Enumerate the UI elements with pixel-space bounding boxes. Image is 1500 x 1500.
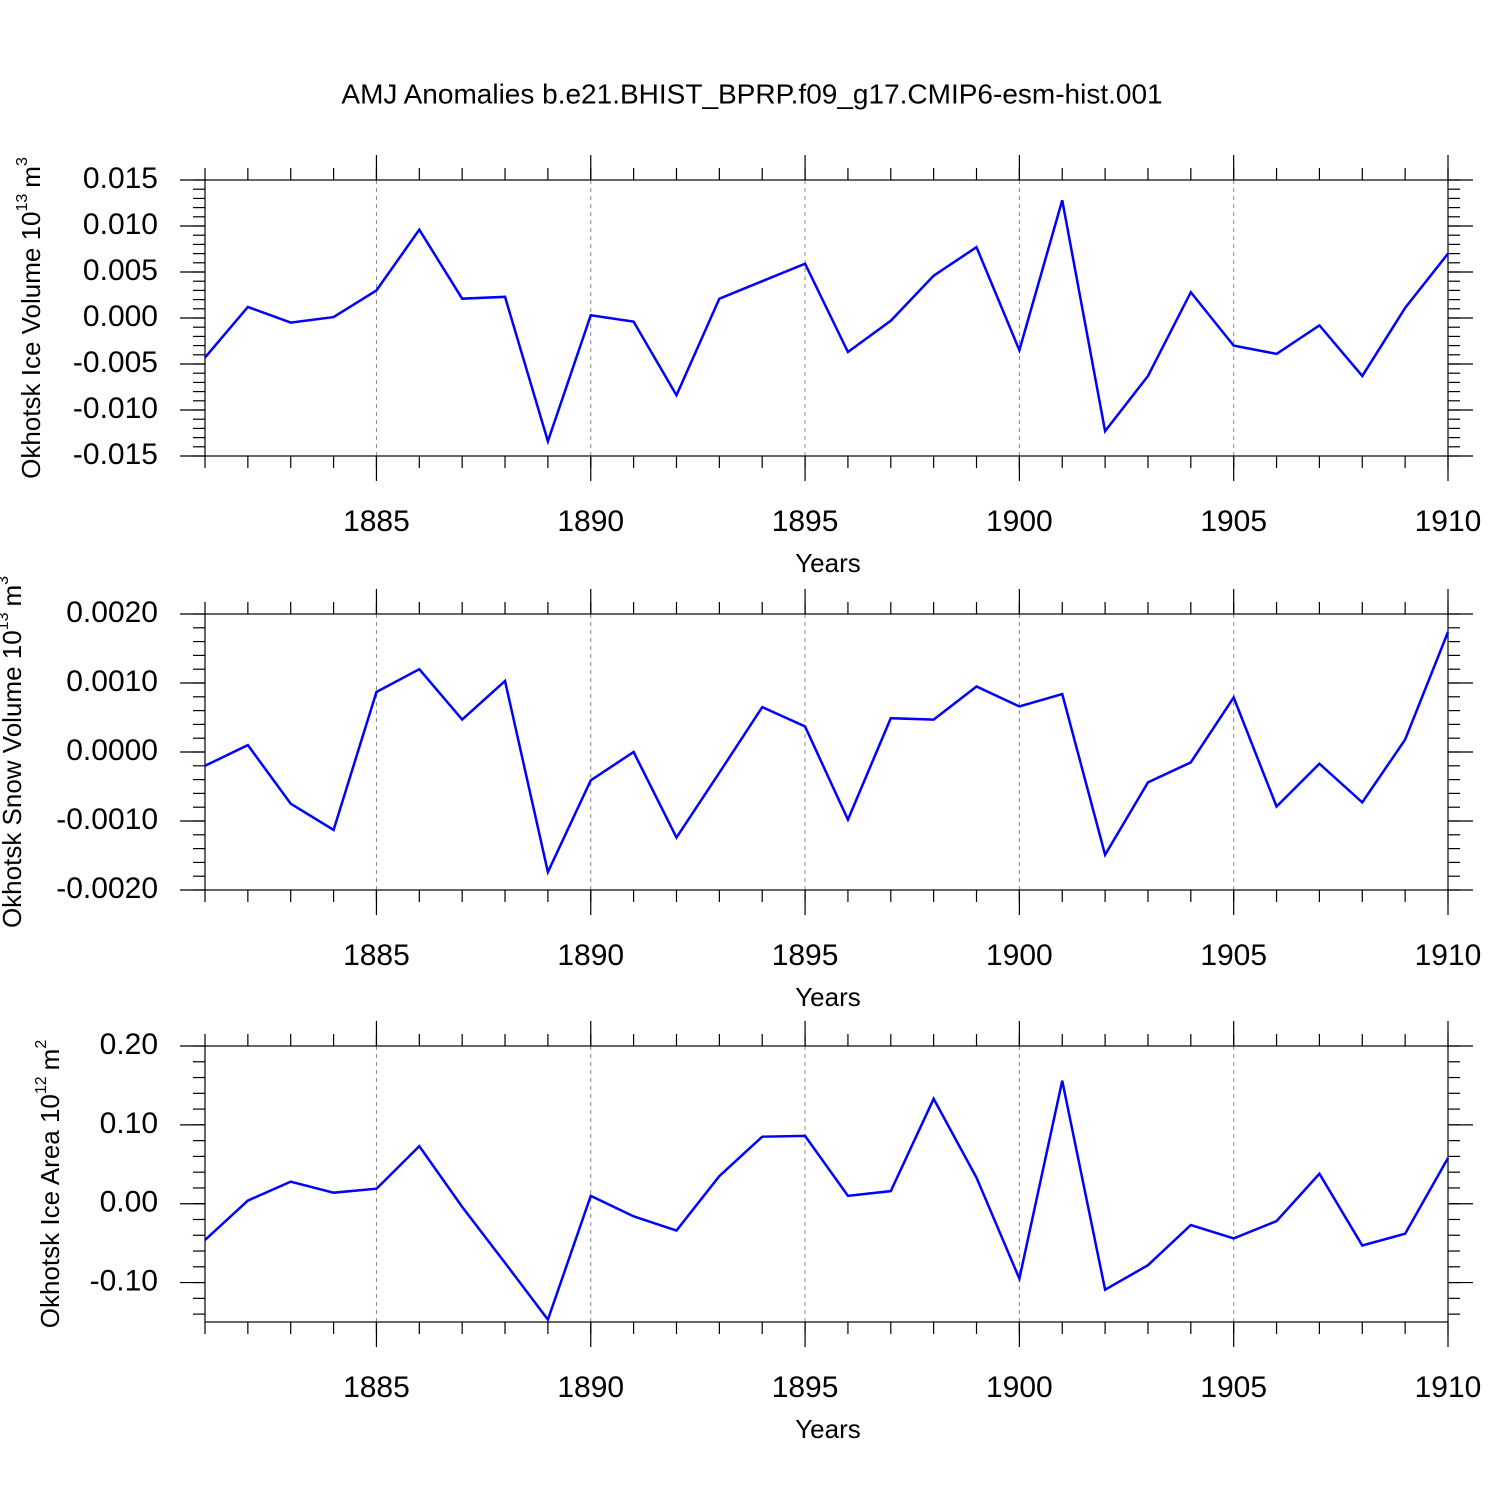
- y-tick-label: 0.0000: [66, 734, 158, 767]
- y-tick-label: 0.000: [83, 300, 158, 333]
- plot-frame: [204, 179, 1449, 457]
- plot-frame: [204, 613, 1449, 891]
- data-line: [204, 631, 1450, 876]
- x-tick-label: 1895: [772, 505, 839, 538]
- data-line: [204, 199, 1449, 446]
- x-tick-label: 1900: [986, 939, 1053, 972]
- y-label-exp: 12: [33, 1076, 50, 1094]
- plot-frame: [204, 1045, 1449, 1323]
- y-tick-label: -0.015: [73, 438, 158, 471]
- y-tick-label: 0.0020: [66, 596, 158, 629]
- y-tick-label: 0.005: [83, 254, 158, 287]
- y-label-unit: m: [16, 166, 46, 188]
- y-label-text: Okhotsk Ice Volume 10: [16, 212, 46, 479]
- y-axis-label: Okhotsk Snow Volume 1013 m3: [0, 576, 27, 928]
- y-tick-label: 0.20: [100, 1028, 158, 1061]
- data-line: [204, 1080, 1450, 1323]
- y-tick-label: 0.0010: [66, 665, 158, 698]
- x-tick-label: 1890: [557, 939, 624, 972]
- y-tick-label: 0.010: [83, 208, 158, 241]
- x-tick-label: 1900: [986, 1371, 1053, 1404]
- x-tick-label: 1885: [343, 939, 410, 972]
- x-tick-label: 1895: [772, 939, 839, 972]
- y-tick-label: -0.005: [73, 346, 158, 379]
- y-tick-label: 0.10: [100, 1107, 158, 1140]
- y-label-exp: 13: [14, 194, 31, 212]
- y-label-unit: m: [35, 1049, 65, 1071]
- x-tick-label: 1900: [986, 505, 1053, 538]
- x-tick-label: 1890: [557, 505, 624, 538]
- x-tick-label: 1910: [1415, 1371, 1482, 1404]
- y-label-unit-exp: 2: [33, 1040, 50, 1049]
- y-label-exp: 13: [0, 612, 12, 630]
- y-tick-label: -0.010: [73, 392, 158, 425]
- y-tick-label: 0.00: [100, 1186, 158, 1219]
- x-tick-label: 1905: [1200, 505, 1267, 538]
- x-tick-label: 1905: [1200, 1371, 1267, 1404]
- x-tick-label: 1885: [343, 1371, 410, 1404]
- y-tick-label: 0.015: [83, 162, 158, 195]
- figure-title: AMJ Anomalies b.e21.BHIST_BPRP.f09_g17.C…: [341, 78, 1162, 109]
- y-label-text: Okhotsk Ice Area 10: [35, 1094, 65, 1328]
- y-tick-label: -0.10: [90, 1264, 158, 1297]
- y-axis-label: Okhotsk Ice Volume 1013 m3: [14, 157, 46, 479]
- x-axis-label: Years: [795, 548, 861, 578]
- x-tick-label: 1895: [772, 1371, 839, 1404]
- y-label-unit-exp: 3: [0, 576, 12, 585]
- x-axis-label: Years: [795, 1414, 861, 1444]
- y-label-text: Okhotsk Snow Volume 10: [0, 630, 27, 928]
- y-label-unit-exp: 3: [14, 157, 31, 166]
- y-axis-label: Okhotsk Ice Area 1012 m2: [33, 1040, 65, 1329]
- y-tick-label: -0.0020: [56, 872, 158, 905]
- x-tick-label: 1910: [1415, 505, 1482, 538]
- y-label-unit: m: [0, 585, 27, 607]
- x-tick-label: 1905: [1200, 939, 1267, 972]
- y-tick-label: -0.0010: [56, 803, 158, 836]
- x-tick-label: 1890: [557, 1371, 624, 1404]
- x-axis-label: Years: [795, 982, 861, 1012]
- x-tick-label: 1910: [1415, 939, 1482, 972]
- x-tick-label: 1885: [343, 505, 410, 538]
